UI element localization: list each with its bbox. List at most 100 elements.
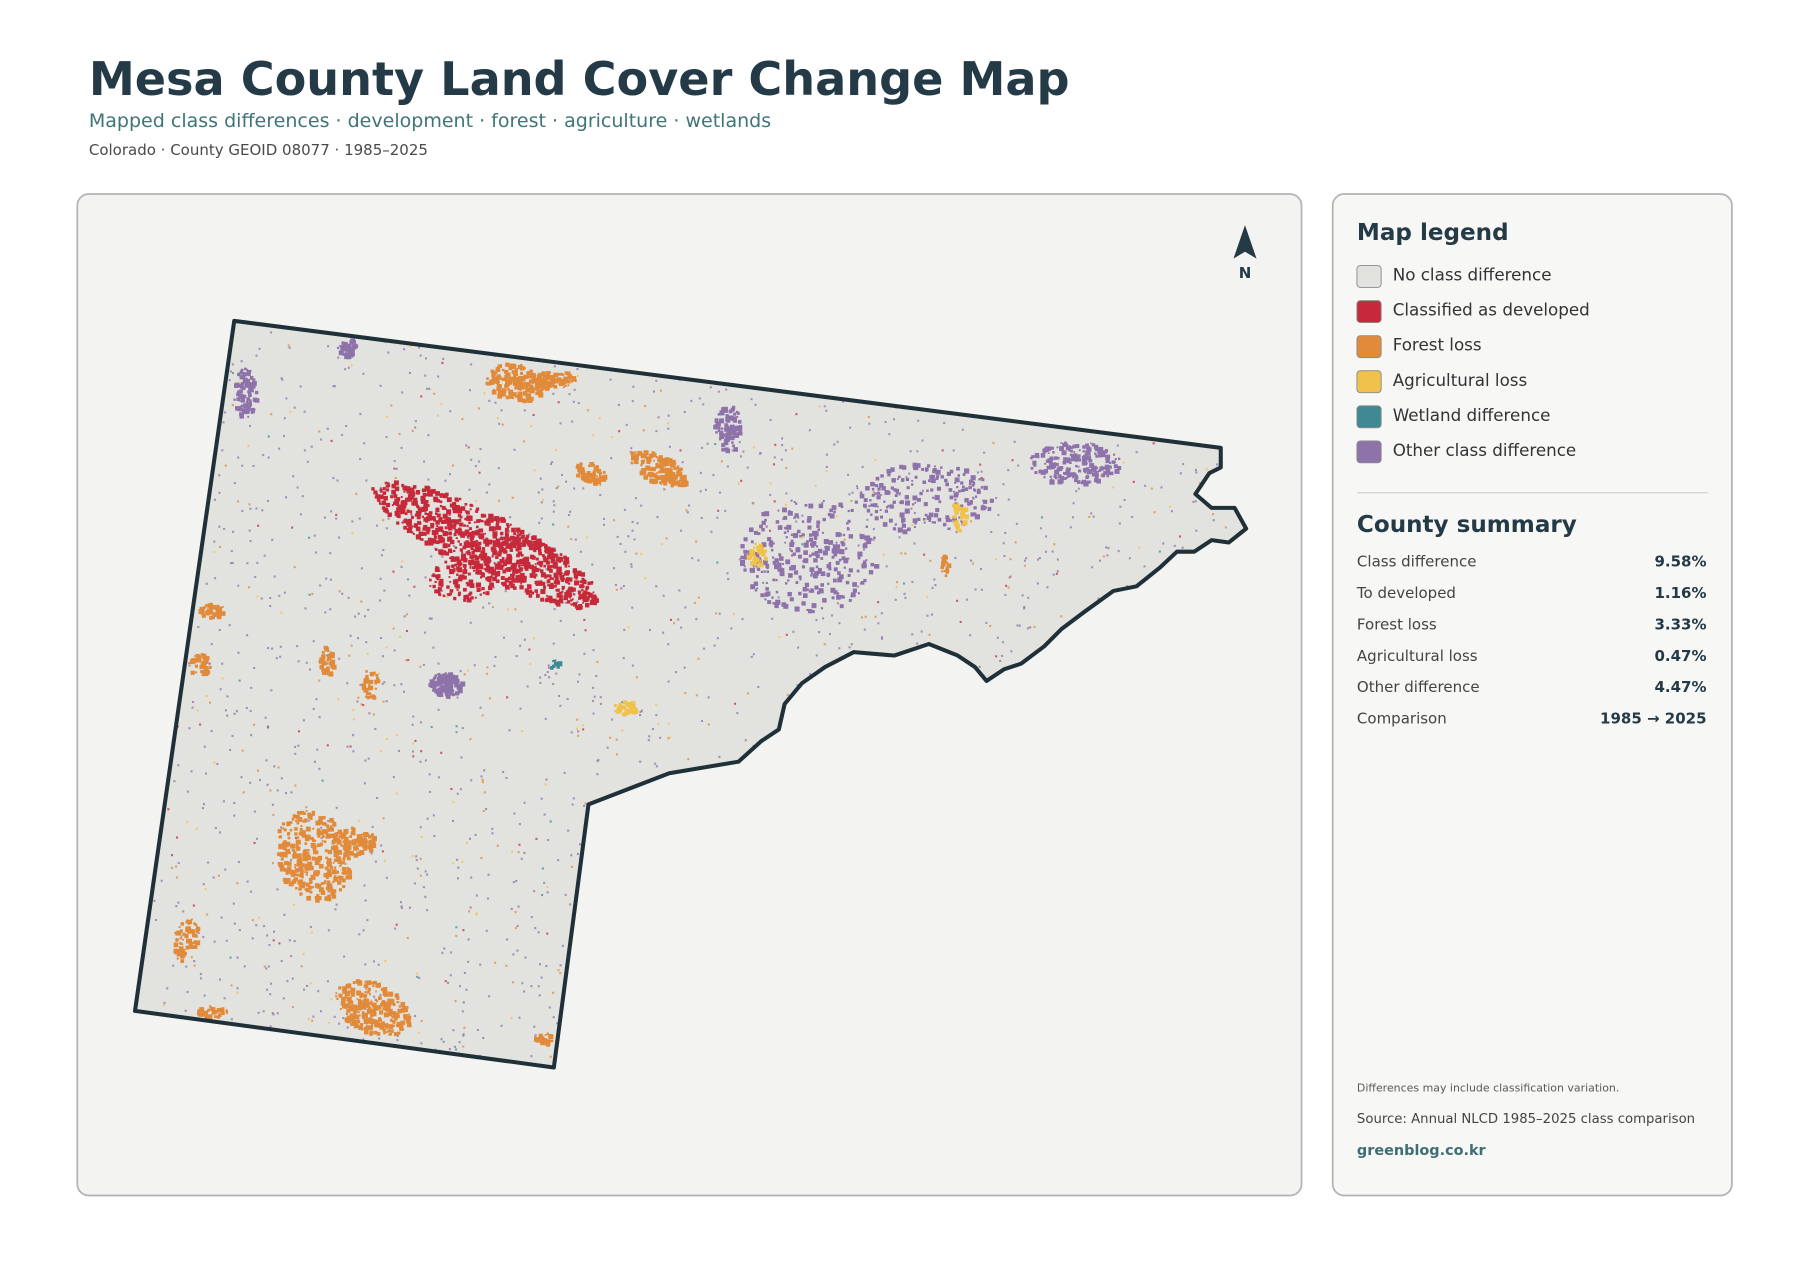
change-pixel bbox=[559, 972, 562, 975]
change-pixel bbox=[647, 739, 650, 742]
change-pixel bbox=[596, 660, 599, 663]
change-patch bbox=[549, 600, 553, 604]
change-patch bbox=[581, 589, 584, 592]
change-patch bbox=[327, 849, 332, 855]
change-pixel bbox=[467, 960, 470, 963]
change-patch bbox=[392, 1020, 396, 1024]
change-pixel bbox=[208, 662, 211, 665]
change-patch bbox=[499, 566, 502, 569]
change-patch bbox=[396, 512, 399, 516]
change-patch bbox=[507, 559, 513, 565]
change-pixel bbox=[815, 618, 818, 622]
change-pixel bbox=[529, 662, 532, 665]
change-pixel bbox=[561, 944, 564, 947]
change-patch bbox=[537, 582, 541, 586]
change-patch bbox=[475, 507, 480, 511]
change-pixel bbox=[1089, 480, 1092, 483]
change-patch bbox=[490, 546, 495, 551]
change-pixel bbox=[822, 617, 825, 620]
change-pixel bbox=[272, 813, 275, 816]
change-pixel bbox=[615, 738, 618, 741]
change-pixel bbox=[630, 447, 633, 450]
change-patch bbox=[310, 836, 314, 841]
change-patch bbox=[385, 488, 390, 492]
change-pixel bbox=[955, 531, 958, 534]
change-patch bbox=[277, 853, 280, 856]
change-pixel bbox=[572, 400, 575, 403]
change-patch bbox=[335, 856, 342, 862]
change-patch bbox=[511, 574, 515, 578]
change-patch bbox=[324, 896, 329, 901]
change-patch bbox=[537, 372, 541, 375]
change-pixel bbox=[190, 770, 193, 773]
change-patch bbox=[333, 821, 336, 824]
change-pixel bbox=[771, 617, 774, 620]
change-patch bbox=[543, 557, 548, 563]
change-patch bbox=[670, 473, 673, 476]
change-patch bbox=[514, 395, 518, 398]
change-pixel bbox=[213, 540, 216, 543]
change-patch bbox=[358, 838, 363, 843]
change-pixel bbox=[289, 411, 292, 414]
change-patch bbox=[359, 1023, 364, 1027]
change-patch bbox=[419, 507, 425, 512]
change-patch bbox=[447, 548, 453, 553]
change-patch bbox=[525, 590, 530, 595]
change-patch bbox=[409, 510, 413, 513]
change-patch bbox=[380, 491, 382, 493]
change-patch bbox=[485, 591, 490, 596]
change-pixel bbox=[460, 756, 463, 759]
change-patch bbox=[544, 377, 548, 380]
change-pixel bbox=[202, 803, 206, 806]
change-pixel bbox=[346, 682, 349, 685]
change-patch bbox=[332, 822, 337, 827]
change-pixel bbox=[582, 487, 585, 490]
change-patch bbox=[529, 396, 534, 402]
change-patch bbox=[537, 383, 543, 389]
change-pixel bbox=[261, 509, 264, 512]
change-patch bbox=[529, 554, 535, 560]
change-patch bbox=[592, 470, 596, 474]
change-patch bbox=[364, 991, 367, 994]
change-patch bbox=[220, 611, 226, 616]
change-pixel bbox=[808, 429, 811, 432]
change-patch bbox=[509, 376, 513, 381]
change-patch bbox=[384, 481, 388, 485]
change-patch bbox=[188, 664, 191, 667]
change-patch bbox=[463, 557, 468, 563]
change-pixel bbox=[229, 956, 232, 959]
change-patch bbox=[505, 560, 510, 565]
change-pixel bbox=[461, 1010, 464, 1013]
change-pixel bbox=[222, 800, 225, 803]
change-patch bbox=[364, 677, 369, 681]
change-patch bbox=[491, 555, 494, 558]
change-patch bbox=[567, 384, 570, 387]
change-patch bbox=[498, 563, 502, 568]
change-pixel bbox=[398, 432, 401, 436]
change-pixel bbox=[197, 932, 200, 935]
change-patch bbox=[549, 577, 553, 580]
change-pixel bbox=[727, 578, 730, 581]
change-pixel bbox=[468, 910, 471, 913]
change-pixel bbox=[523, 440, 526, 443]
change-pixel bbox=[514, 608, 517, 611]
change-pixel bbox=[426, 909, 429, 912]
change-patch bbox=[504, 532, 509, 537]
change-patch bbox=[519, 559, 525, 565]
change-pixel bbox=[199, 977, 203, 980]
change-patch bbox=[431, 530, 437, 535]
change-pixel bbox=[218, 628, 221, 631]
change-patch bbox=[379, 502, 382, 505]
change-patch bbox=[492, 526, 497, 531]
change-patch bbox=[518, 533, 522, 536]
change-patch bbox=[331, 894, 336, 899]
change-patch bbox=[338, 888, 343, 892]
change-patch bbox=[363, 993, 368, 998]
change-patch bbox=[282, 852, 288, 858]
change-pixel bbox=[378, 1037, 381, 1040]
change-pixel bbox=[273, 575, 276, 578]
change-pixel bbox=[655, 430, 658, 433]
change-patch bbox=[379, 1024, 385, 1030]
change-patch bbox=[528, 545, 534, 551]
change-pixel bbox=[1018, 624, 1021, 627]
